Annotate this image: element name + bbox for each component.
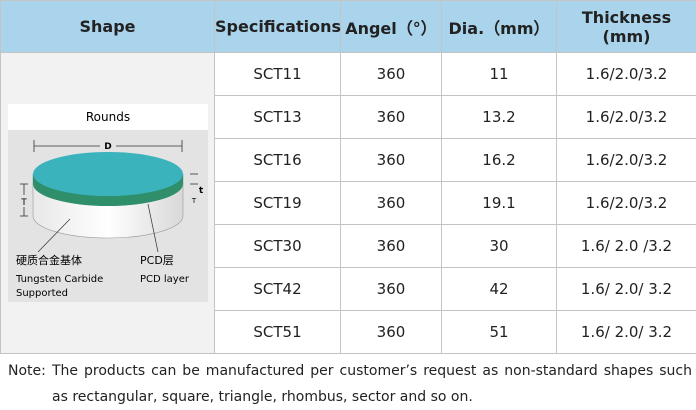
table-cell: SCT11 <box>215 53 341 96</box>
layer-en: PCD layer <box>140 274 190 285</box>
table-cell: SCT30 <box>215 225 341 268</box>
table-cell: 360 <box>341 139 442 182</box>
table-cell: SCT13 <box>215 96 341 139</box>
header-cell: Dia.（mm） <box>442 1 557 53</box>
table-cell: 1.6/2.0/3.2 <box>557 96 696 139</box>
table-cell: 1.6/ 2.0/ 3.2 <box>557 268 696 311</box>
table-cell: 51 <box>442 311 557 354</box>
header-cell: Angel（°） <box>341 1 442 53</box>
header-cell: Shape <box>1 1 215 53</box>
header-cell: Specifications <box>215 1 341 53</box>
table-cell: SCT19 <box>215 182 341 225</box>
layer-thickness-label: t <box>198 186 203 196</box>
note: Note: The products can be manufactured p… <box>8 358 692 410</box>
table-cell: 360 <box>341 225 442 268</box>
table-cell: 360 <box>341 96 442 139</box>
substrate-en-2: Supported <box>16 288 68 299</box>
shape-cell: Rounds D T t T 硬质合金基体 Tungsten Carbide S… <box>1 53 215 354</box>
table-cell: SCT42 <box>215 268 341 311</box>
table-cell: 1.6/2.0/3.2 <box>557 182 696 225</box>
table-cell: 42 <box>442 268 557 311</box>
layer-cn: PCD层 <box>140 254 174 267</box>
table-cell: 1.6/ 2.0/ 3.2 <box>557 311 696 354</box>
table-cell: 360 <box>341 53 442 96</box>
header-cell: Thickness (mm) <box>557 1 696 53</box>
note-text: The products can be manufactured per cus… <box>52 358 692 410</box>
table-cell: 1.6/ 2.0 /3.2 <box>557 225 696 268</box>
table-cell: 360 <box>341 268 442 311</box>
layer-height-label: T <box>190 197 196 205</box>
table-cell: 19.1 <box>442 182 557 225</box>
table-cell: 1.6/2.0/3.2 <box>557 139 696 182</box>
table-cell: 1.6/2.0/3.2 <box>557 53 696 96</box>
table-cell: 30 <box>442 225 557 268</box>
table-cell: 360 <box>341 182 442 225</box>
table-cell: 360 <box>341 311 442 354</box>
table-cell: SCT51 <box>215 311 341 354</box>
note-label: Note: <box>8 358 52 410</box>
table-cell: SCT16 <box>215 139 341 182</box>
shape-title: Rounds <box>85 110 129 124</box>
table-cell: 16.2 <box>442 139 557 182</box>
table-cell: 11 <box>442 53 557 96</box>
height-label: T <box>20 198 27 208</box>
substrate-en-1: Tungsten Carbide <box>15 274 103 285</box>
diameter-label: D <box>104 142 111 152</box>
table-row: Rounds D T t T 硬质合金基体 Tungsten Carbide S… <box>1 53 696 96</box>
shape-image: Rounds D T t T 硬质合金基体 Tungsten Carbide S… <box>8 104 208 302</box>
substrate-cn: 硬质合金基体 <box>16 253 82 267</box>
table-cell: 13.2 <box>442 96 557 139</box>
